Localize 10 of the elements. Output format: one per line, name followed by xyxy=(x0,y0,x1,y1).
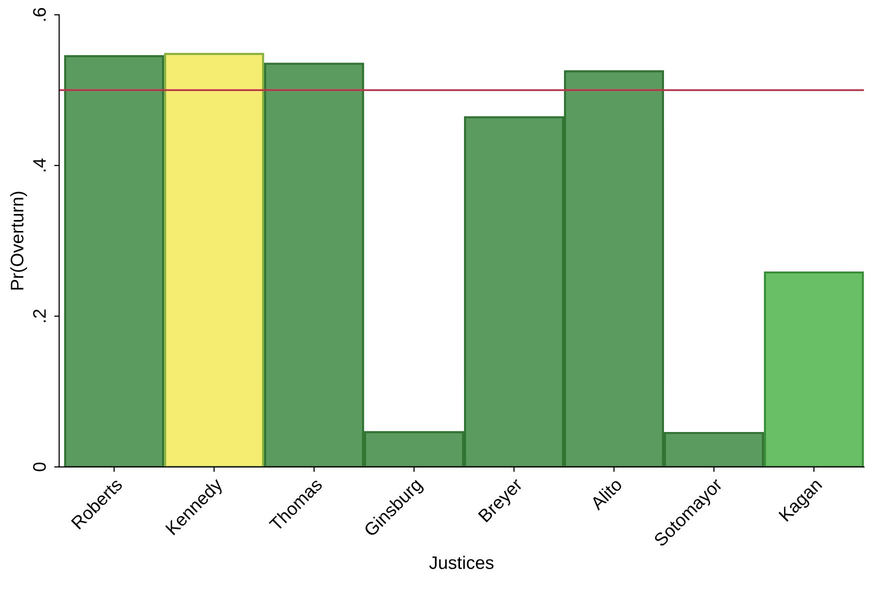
bar xyxy=(64,55,164,467)
y-tick-label: .6 xyxy=(33,8,46,21)
y-tick-label: 0 xyxy=(33,462,46,472)
y-axis-title: Pr(Overturn) xyxy=(10,192,28,290)
bar xyxy=(164,52,264,467)
bar xyxy=(764,271,864,467)
y-tick-label: .4 xyxy=(33,158,46,172)
x-tick-label: Alito xyxy=(589,477,623,511)
y-tick-label: .2 xyxy=(33,310,46,322)
x-axis-title: Justices xyxy=(429,556,494,570)
